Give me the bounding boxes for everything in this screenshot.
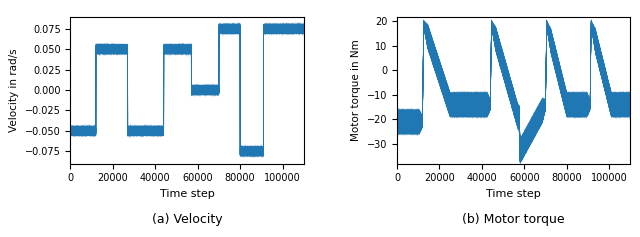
X-axis label: Time step: Time step <box>160 189 214 199</box>
Title: (b) Motor torque: (b) Motor torque <box>463 213 565 226</box>
Title: (a) Velocity: (a) Velocity <box>152 213 222 226</box>
Y-axis label: Velocity in rad/s: Velocity in rad/s <box>9 48 19 132</box>
Y-axis label: Motor torque in Nm: Motor torque in Nm <box>351 39 362 141</box>
X-axis label: Time step: Time step <box>486 189 541 199</box>
